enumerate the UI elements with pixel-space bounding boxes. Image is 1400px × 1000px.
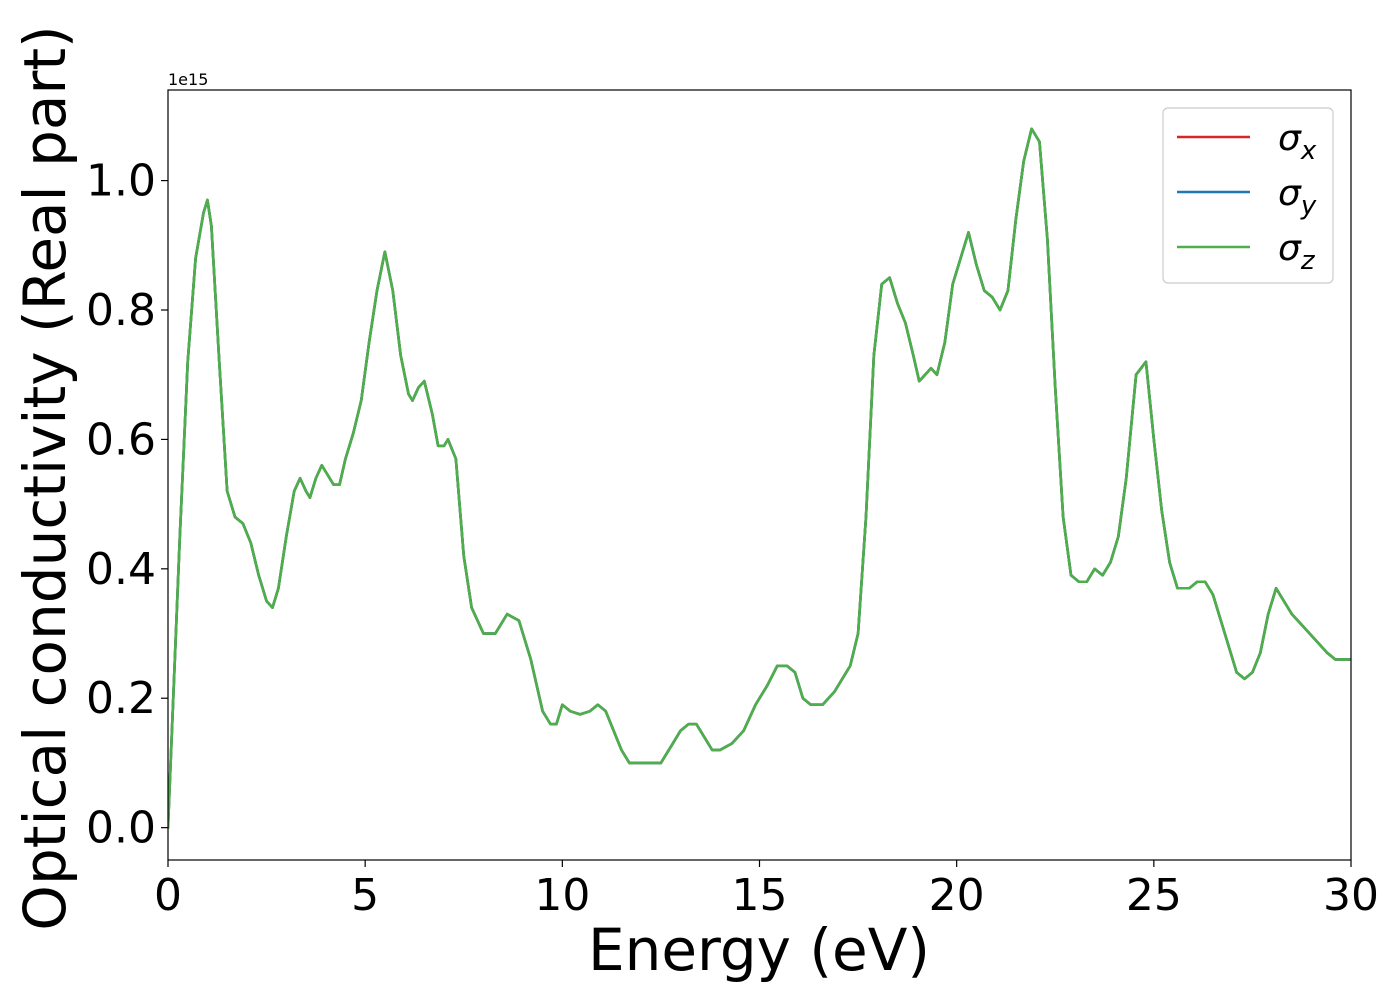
legend: σx σy σz: [1162, 107, 1334, 284]
axes: 0 5 10 15 20 25 30 0.0 0.2 0.4 0.6 0.8 1.0: [86, 89, 1379, 921]
y-tick-label: 0.8: [86, 285, 156, 336]
legend-label-y: σy: [1278, 173, 1317, 221]
series-line-z: [168, 127, 1351, 829]
y-axis-title: Optical conductivity (Real part): [11, 25, 79, 930]
x-axis-title: Energy (eV): [588, 916, 930, 984]
x-tick-label: 25: [1126, 870, 1182, 921]
legend-box: [1162, 107, 1334, 284]
y-tick-label: 1.0: [86, 156, 156, 207]
y-tick-label: 0.0: [86, 803, 156, 854]
y-tick-label: 0.6: [86, 414, 156, 465]
x-tick-label: 20: [929, 870, 985, 921]
y-tick-label: 0.2: [86, 673, 156, 724]
legend-label-z: σz: [1278, 228, 1316, 276]
x-tick-label: 5: [351, 870, 379, 921]
y-tick-label: 0.4: [86, 544, 156, 595]
y-offset-label: 1e15: [168, 70, 208, 89]
plot-area: [168, 127, 1351, 829]
x-tick-label: 30: [1323, 870, 1379, 921]
legend-label-x: σx: [1278, 118, 1317, 166]
x-tick-label: 0: [154, 870, 182, 921]
x-tick-label: 10: [534, 870, 590, 921]
x-tick-label: 15: [732, 870, 788, 921]
